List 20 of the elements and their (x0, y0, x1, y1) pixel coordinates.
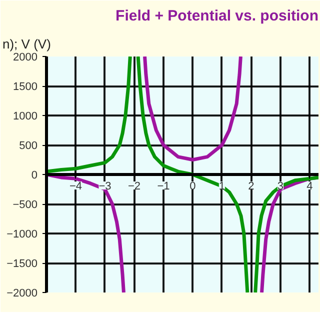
x-tick-label: −1 (157, 180, 170, 192)
x-tick-label: −2 (128, 180, 141, 192)
chart-title: Field + Potential vs. position (116, 8, 319, 24)
y-tick-label: 1000 (13, 110, 38, 122)
x-tick-label: 1 (218, 180, 226, 192)
y-tick-label: −2000 (6, 288, 38, 300)
y-axis-title: n); V (V) (2, 36, 51, 52)
y-tick-label: −1000 (6, 228, 38, 240)
y-tick-label: −500 (12, 199, 38, 211)
x-tick-label: −4 (69, 180, 82, 192)
x-tick-label: 4 (306, 180, 313, 192)
y-tick-label: −1500 (6, 258, 38, 270)
x-tick-label: 2 (248, 180, 254, 192)
y-tick-label: 0 (31, 170, 38, 182)
y-tick-label: 2000 (13, 52, 38, 64)
x-tick-label: 0 (190, 180, 196, 192)
y-tick-label: 500 (19, 140, 38, 152)
x-tick-label: −3 (98, 180, 112, 192)
y-tick-label: 1500 (13, 81, 38, 93)
x-tick-label: 3 (277, 180, 284, 192)
